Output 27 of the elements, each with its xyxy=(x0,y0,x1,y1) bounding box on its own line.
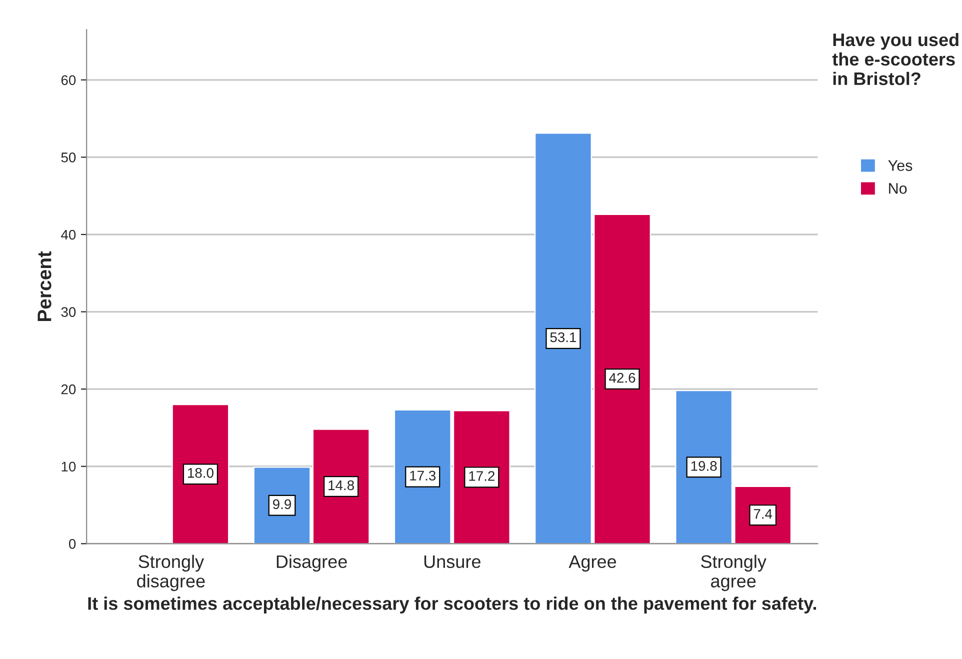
data-label: 17.2 xyxy=(469,471,494,481)
data-label: 17.3 xyxy=(410,470,436,481)
legend-title: Have you used the e-scooters in Bristol? xyxy=(832,32,958,86)
data-label: 18.0 xyxy=(188,468,214,478)
data-label: 42.6 xyxy=(609,372,636,383)
x-tick-label: Agree xyxy=(568,555,616,572)
legend-label: Yes xyxy=(888,160,912,171)
bar xyxy=(172,404,230,544)
y-tick-label: 40 xyxy=(61,230,76,240)
y-tick-label: 30 xyxy=(61,307,76,317)
data-label: 19.8 xyxy=(691,461,717,471)
y-tick-label: 20 xyxy=(61,384,76,394)
x-axis-title: It is sometimes acceptable/necessary for scooters to ride on the pavement for safety. xyxy=(88,596,816,614)
y-tick-label: 10 xyxy=(62,462,76,472)
y-tick-label: 0 xyxy=(68,539,76,549)
y-tick-label: 50 xyxy=(61,152,76,162)
x-tick-label: Strongly disagree xyxy=(137,554,205,592)
x-tick-label: Strongly agree xyxy=(701,554,766,592)
legend-label: No xyxy=(889,183,907,194)
data-label: 9.9 xyxy=(273,499,292,510)
x-tick-label: Disagree xyxy=(276,554,347,572)
y-axis-title: Percent xyxy=(38,251,52,322)
y-tick-label: 60 xyxy=(61,75,76,86)
x-tick-label: Unsure xyxy=(424,555,480,568)
data-label: 53.1 xyxy=(550,332,576,342)
data-label: 7.4 xyxy=(754,509,772,519)
data-label: 14.8 xyxy=(328,480,354,490)
